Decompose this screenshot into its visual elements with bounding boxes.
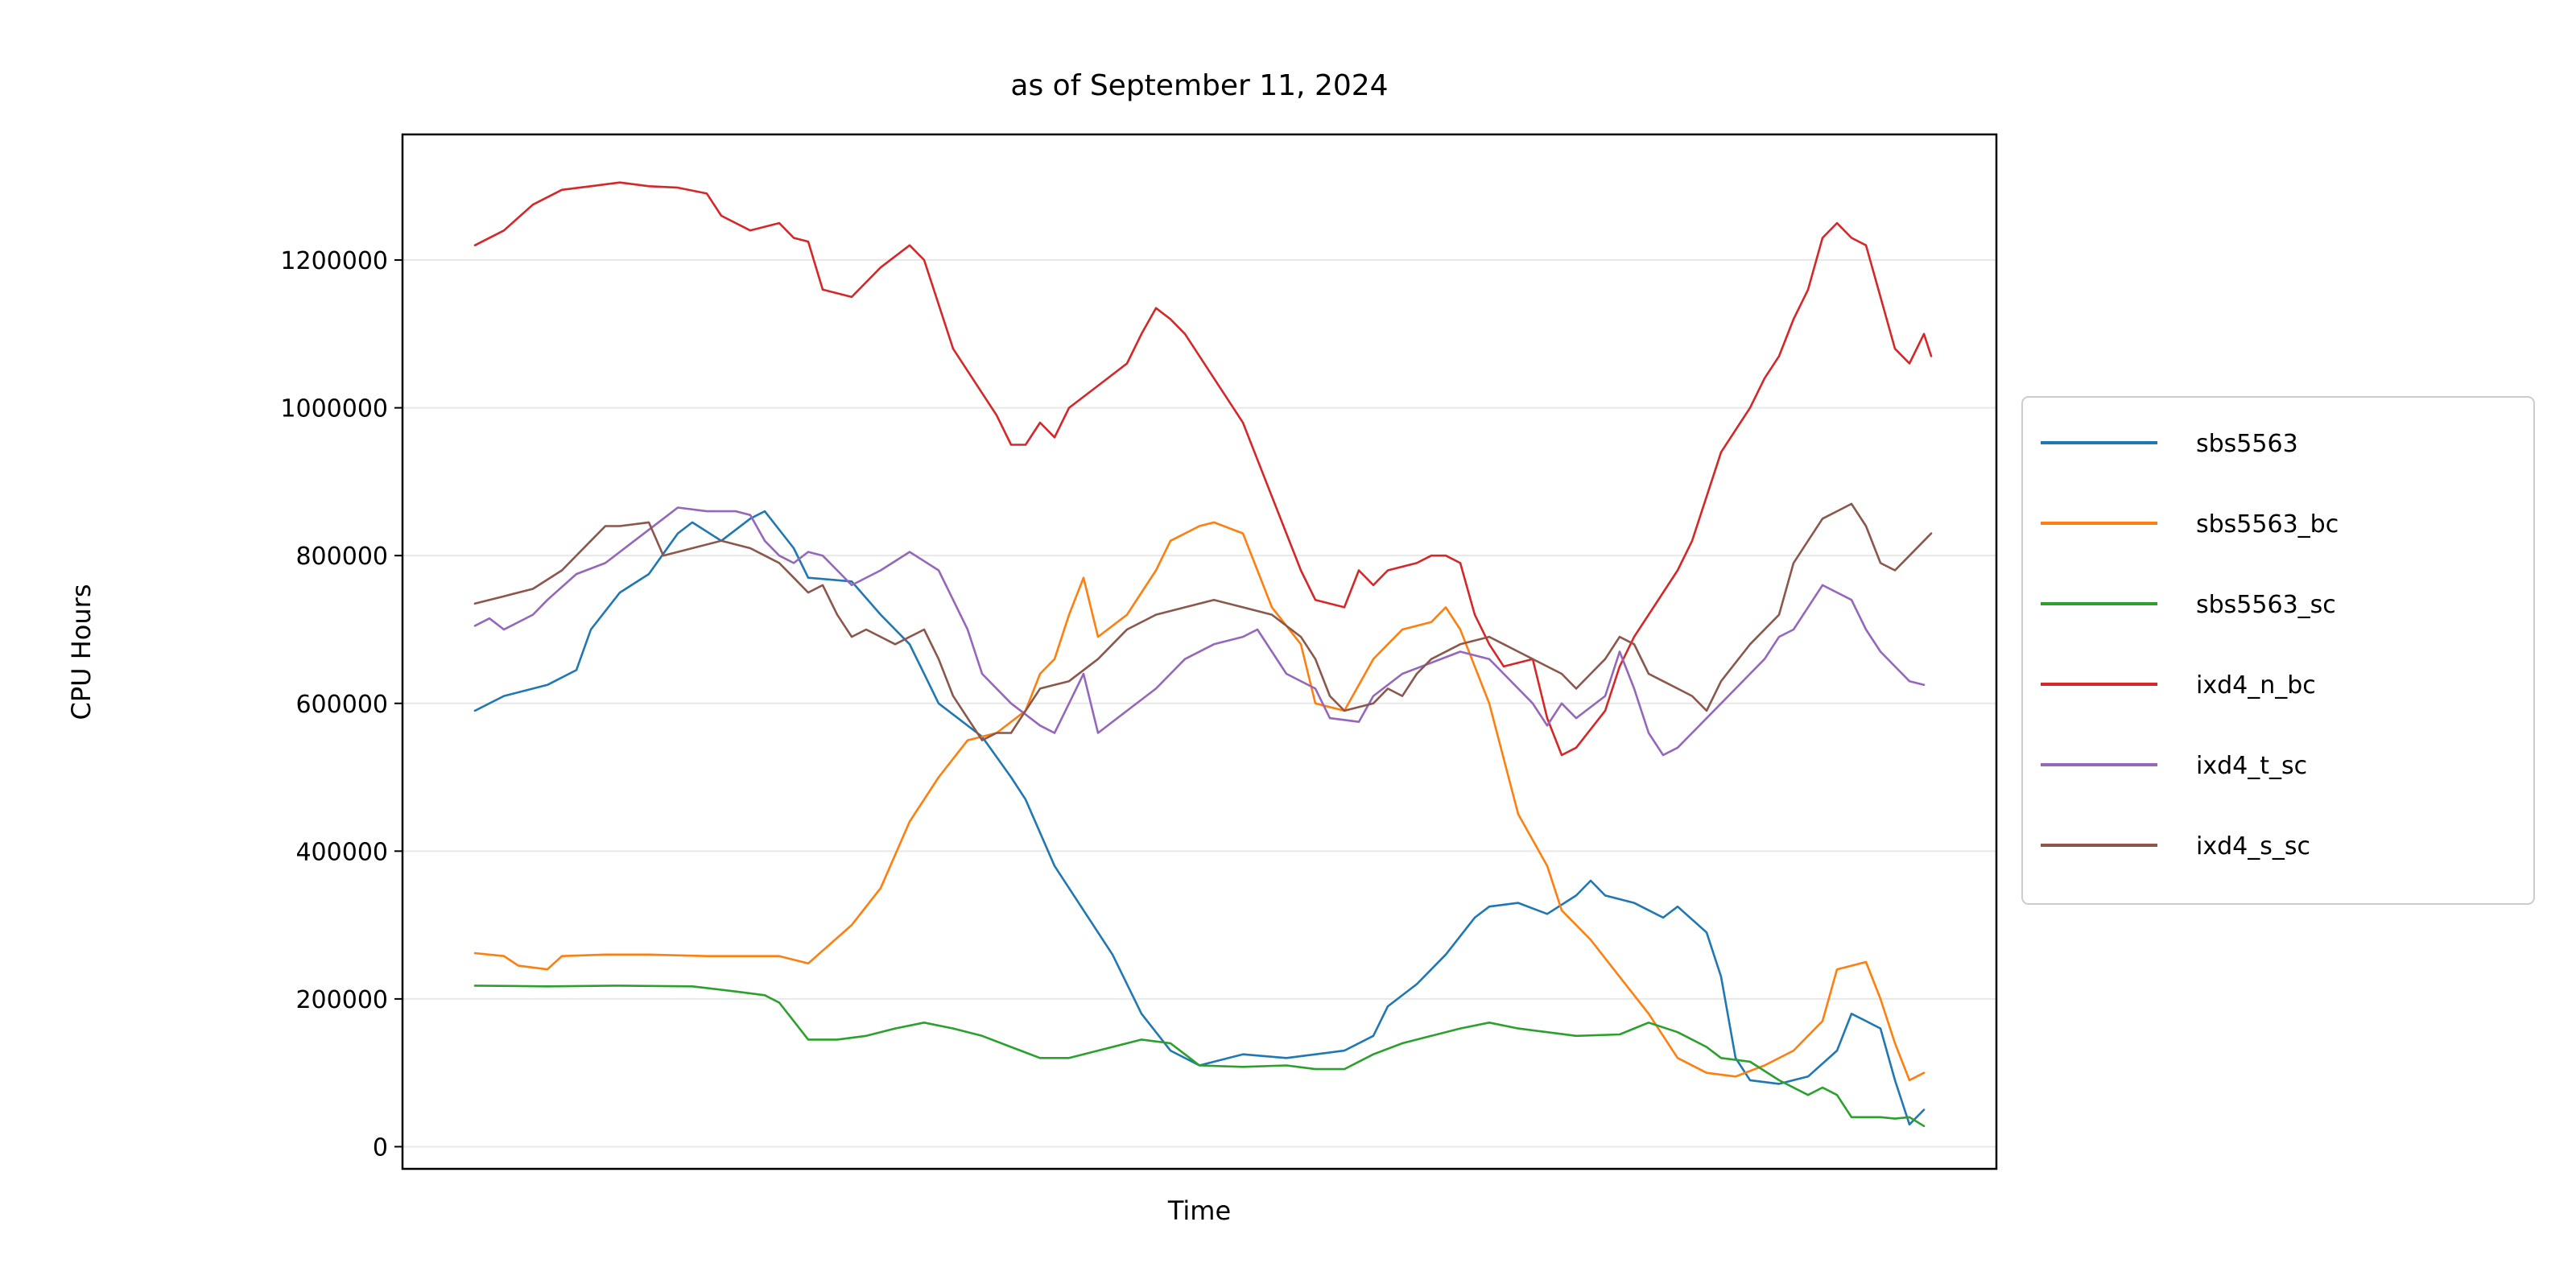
chart-title: as of September 11, 2024 [1010, 69, 1388, 102]
legend-label-ixd4_s_sc: ixd4_s_sc [2196, 832, 2310, 861]
legend-label-sbs5563_bc: sbs5563_bc [2196, 510, 2339, 539]
y-tick-label: 600000 [295, 691, 388, 719]
y-tick-label: 1200000 [280, 247, 388, 275]
y-axis-label: CPU Hours [66, 584, 97, 720]
plot-frame [401, 133, 1998, 1170]
y-tick-label: 0 [373, 1133, 388, 1162]
series-line-ixd4_s_sc [473, 502, 1933, 741]
series-lines [473, 181, 1933, 1128]
gridlines [402, 259, 1996, 1148]
legend-label-ixd4_n_bc: ixd4_n_bc [2196, 671, 2316, 700]
series-line-ixd4_n_bc [473, 181, 1933, 757]
x-axis-label: Time [1167, 1195, 1231, 1226]
series-line-ixd4_t_sc [473, 506, 1926, 757]
legend: sbs5563 sbs5563_bc sbs5563_sc ixd4_n_bc ixd4… [2021, 396, 2535, 905]
legend-box [2021, 396, 2535, 905]
y-tick-label: 400000 [295, 838, 388, 866]
series-line-sbs5563_sc [473, 985, 1926, 1128]
y-tick-label: 1000000 [280, 395, 388, 423]
legend-label-ixd4_t_sc: ixd4_t_sc [2196, 752, 2307, 780]
legend-label-sbs5563_sc: sbs5563_sc [2196, 591, 2336, 619]
legend-label-sbs5563: sbs5563 [2196, 430, 2298, 458]
y-tick-label: 200000 [295, 986, 388, 1014]
y-tick-label: 800000 [295, 543, 388, 571]
series-line-sbs5563_bc [473, 521, 1926, 1082]
y-axis-ticks: 0 200000 400000 600000 800000 1000000 1200000 [280, 247, 402, 1162]
